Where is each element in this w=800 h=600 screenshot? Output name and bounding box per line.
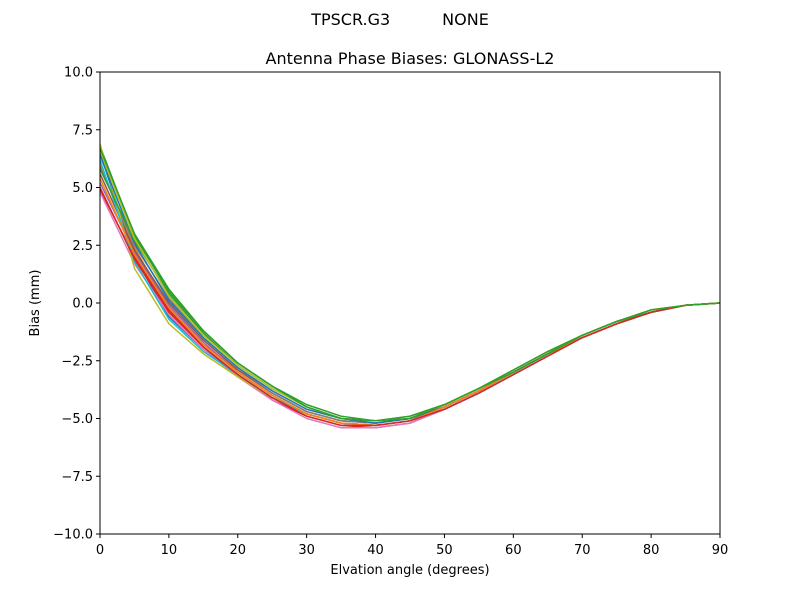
y-axis-label: Bias (mm) [28, 270, 43, 337]
series-line-16 [100, 147, 720, 422]
x-tick-label: 30 [298, 543, 315, 558]
series-line-15 [100, 150, 720, 422]
x-tick-label: 80 [643, 543, 660, 558]
series-line-2 [100, 164, 720, 424]
series-line-9 [100, 143, 720, 427]
y-tick-label: 2.5 [72, 239, 93, 254]
x-tick-label: 10 [161, 543, 178, 558]
x-tick-label: 90 [712, 543, 729, 558]
series-line-7 [100, 191, 720, 429]
series-line-6 [100, 173, 720, 424]
series-line-8 [100, 166, 720, 424]
series-line-5 [100, 182, 720, 427]
y-tick-label: 0.0 [72, 297, 93, 312]
x-tick-label: 60 [505, 543, 522, 558]
plot-frame [99, 71, 721, 535]
suptitle-radome: NONE [442, 10, 489, 29]
y-tick-label: −10.0 [53, 528, 93, 543]
series-line-1 [100, 152, 720, 427]
x-tick-label: 40 [367, 543, 384, 558]
series-line-14 [100, 187, 720, 427]
x-axis-ticks: 0 10 20 30 40 50 60 70 80 90 [96, 534, 728, 558]
series-line-11 [100, 154, 720, 424]
y-tick-label: 7.5 [72, 123, 93, 138]
series-line-12 [100, 177, 720, 427]
series-line-13 [100, 168, 720, 422]
y-axis-ticks: −10.0 −7.5 −5.0 −2.5 0.0 2.5 5.0 7.5 10.0 [53, 66, 100, 543]
x-tick-label: 20 [230, 543, 247, 558]
series-lines [100, 143, 720, 429]
x-tick-label: 50 [436, 543, 453, 558]
chart-title: Antenna Phase Biases: GLONASS-L2 [266, 49, 555, 68]
suptitle-antenna: TPSCR.G3 [311, 10, 391, 29]
y-tick-label: −7.5 [61, 470, 93, 485]
y-tick-label: −5.0 [61, 412, 93, 427]
figure-suptitle: TPSCR.G3 NONE [0, 10, 800, 29]
series-line-4 [100, 189, 720, 429]
x-tick-label: 70 [574, 543, 591, 558]
x-axis-label: Elvation angle (degrees) [330, 563, 489, 578]
y-tick-label: 10.0 [64, 66, 93, 81]
y-tick-label: −2.5 [61, 354, 93, 369]
series-line-10 [100, 159, 720, 427]
x-tick-label: 0 [96, 543, 104, 558]
y-tick-label: 5.0 [72, 181, 93, 196]
series-line-3 [100, 145, 720, 422]
